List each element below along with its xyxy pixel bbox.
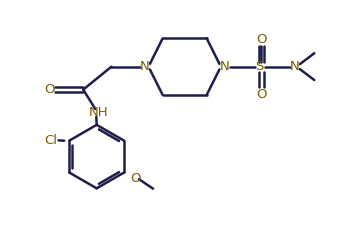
- Text: N: N: [220, 60, 229, 73]
- Text: O: O: [256, 88, 266, 101]
- Text: NH: NH: [88, 106, 108, 119]
- Text: S: S: [256, 60, 264, 73]
- Text: Cl: Cl: [44, 133, 57, 146]
- Text: N: N: [290, 60, 300, 73]
- Text: N: N: [140, 60, 150, 73]
- Text: O: O: [45, 83, 55, 96]
- Text: O: O: [131, 172, 141, 185]
- Text: O: O: [256, 33, 266, 46]
